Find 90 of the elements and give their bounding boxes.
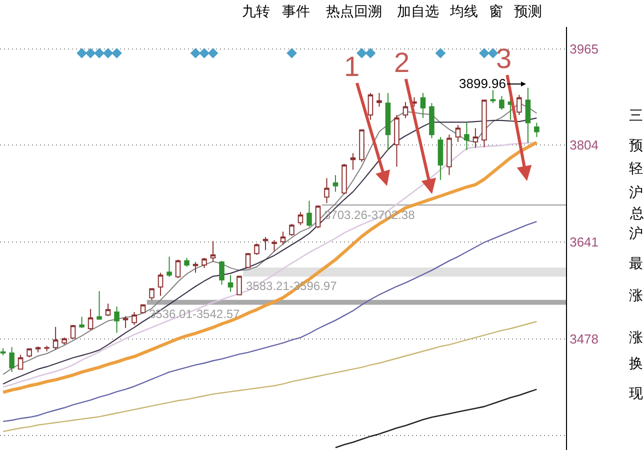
candlestick (446, 134, 452, 176)
candlestick (272, 239, 277, 252)
text: 窗 (489, 3, 503, 19)
candlestick (9, 346, 14, 373)
candlestick (385, 92, 391, 151)
text: 轻 (629, 160, 643, 176)
y-tick-label: 3965 (570, 42, 599, 57)
candlestick (105, 303, 111, 317)
candlestick (245, 252, 251, 268)
candlestick (184, 257, 190, 268)
candlestick (525, 87, 531, 144)
candlestick (26, 348, 32, 358)
candlestick (0, 348, 6, 356)
candlestick (254, 243, 260, 256)
candlestick (175, 259, 181, 279)
candlestick (455, 124, 461, 142)
text: 三 (629, 107, 643, 123)
text: 事件 (282, 3, 310, 19)
candlestick (166, 256, 172, 278)
text: 涨 (629, 329, 643, 345)
candlestick (516, 94, 522, 116)
candlestick (332, 174, 338, 192)
candlestick (44, 345, 50, 352)
candlestick (342, 163, 347, 195)
line-series (334, 388, 538, 448)
candlestick (280, 231, 286, 246)
text: 沪 (629, 225, 643, 241)
candlestick (306, 200, 312, 228)
candlestick (368, 92, 374, 120)
candlestick (472, 128, 478, 148)
text: 均线 (449, 3, 478, 19)
candlestick (192, 262, 198, 274)
text: 预 (629, 137, 643, 153)
annotation: 1 (344, 51, 360, 82)
candlestick (79, 316, 84, 329)
candlestick (122, 316, 128, 329)
text: 涨 (629, 287, 643, 303)
annotation: 3899.96 (459, 76, 506, 91)
text: 预测 (514, 3, 542, 19)
candlestick (114, 306, 120, 334)
candlestick (149, 288, 154, 301)
candlestick (96, 290, 102, 320)
candlestick (140, 304, 146, 314)
candlestick (324, 178, 330, 204)
annotation: 2 (394, 47, 410, 78)
candlestick (394, 114, 400, 168)
candlestick (359, 129, 364, 163)
candlestick (158, 272, 164, 296)
candlestick (18, 354, 24, 370)
candlestick (350, 152, 356, 170)
candlestick (70, 324, 76, 340)
y-tick-label: 3804 (570, 137, 599, 152)
candlestick (228, 274, 234, 292)
candlestick (35, 346, 41, 353)
candlestick (289, 223, 294, 236)
candlestick (402, 101, 408, 119)
annotation: 3 (496, 43, 512, 74)
text: 沪 (629, 184, 643, 200)
candlestick (482, 100, 487, 148)
candlestick (88, 308, 94, 330)
y-tick-label: 3641 (570, 234, 599, 250)
candlestick (132, 311, 137, 326)
candlestick (219, 260, 224, 286)
candlestick (499, 96, 504, 110)
candlestick (429, 102, 434, 139)
candlestick (315, 204, 321, 229)
text: 总 (629, 205, 644, 221)
candlestick (236, 276, 242, 296)
candlestick (376, 92, 382, 108)
candlestick (202, 257, 207, 268)
candlestick (298, 212, 304, 226)
candlestick (464, 122, 470, 151)
candlestick (490, 90, 496, 104)
text: 最 (629, 255, 643, 271)
y-tick-label: 3478 (570, 331, 599, 346)
candlestick (52, 326, 58, 351)
text: 加自选 (397, 3, 439, 19)
line-series (2, 320, 538, 432)
candlestick (210, 240, 216, 262)
text: 换 (629, 355, 643, 371)
candlestick (412, 96, 417, 108)
candlestick (62, 337, 67, 346)
text: 热点回溯 (326, 3, 382, 19)
line-series (2, 220, 538, 422)
text: 现 (629, 385, 643, 401)
text: 九转 (242, 3, 270, 19)
candlestick (420, 92, 426, 119)
candlestick (438, 136, 444, 180)
candlestick (534, 122, 540, 138)
candlestick (262, 236, 268, 251)
